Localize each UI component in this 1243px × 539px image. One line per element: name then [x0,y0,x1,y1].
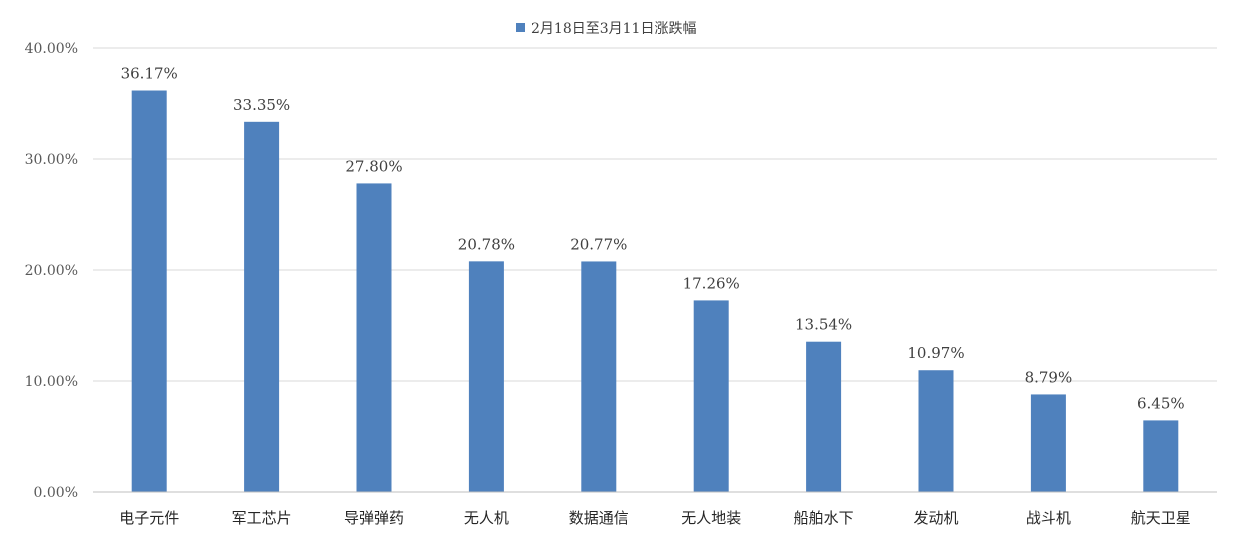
bar [918,370,954,492]
data-label: 6.45% [1137,394,1185,412]
category-label: 导弹弹药 [344,509,404,527]
y-tick-label: 10.00% [25,374,78,390]
category-label: 发动机 [913,509,958,527]
data-label: 10.97% [907,344,964,362]
data-label: 8.79% [1025,368,1073,386]
data-labels: 36.17% 33.35% 27.80% 20.78% 20.77% 17.26% 13.5… [121,65,1185,413]
data-label: 13.54% [795,316,852,334]
legend-label-series-1: 2月18日至3月11日涨跌幅 [531,21,696,37]
bar [131,90,167,492]
bars [131,90,1179,493]
category-label: 无人机 [464,509,509,527]
category-labels: 电子元件 军工芯片 导弹弹药 无人机 数据通信 无人地装 船舶水下 发动机 战斗机 航天卫星 [119,509,1191,527]
data-label: 20.77% [570,235,627,253]
bar [1030,394,1066,492]
data-label: 17.26% [683,274,740,292]
bar [356,183,392,493]
y-axis-tick-labels: 0.00% 10.00% 20.00% 30.00% 40.00% [25,41,78,501]
bar [693,300,729,492]
y-tick-label: 40.00% [25,41,78,57]
category-label: 战斗机 [1026,509,1071,527]
bar [244,121,280,492]
gridlines [93,47,1217,382]
bar [806,341,842,492]
y-tick-label: 20.00% [25,263,78,279]
y-tick-label: 30.00% [25,152,78,168]
category-label: 电子元件 [119,509,179,527]
bar [1143,420,1179,492]
category-label: 船舶水下 [794,509,854,527]
legend: 2月18日至3月11日涨跌幅 [516,21,696,37]
category-label: 无人地装 [681,509,741,527]
data-label: 27.80% [345,157,402,175]
data-label: 33.35% [233,96,290,114]
bar [468,261,504,492]
category-label: 数据通信 [569,509,629,527]
data-label: 20.78% [458,235,515,253]
y-tick-label: 0.00% [34,485,78,501]
bar [581,261,617,492]
legend-swatch [516,23,525,32]
category-label: 军工芯片 [232,509,292,527]
category-label: 航天卫星 [1131,509,1191,527]
data-label: 36.17% [121,65,178,83]
